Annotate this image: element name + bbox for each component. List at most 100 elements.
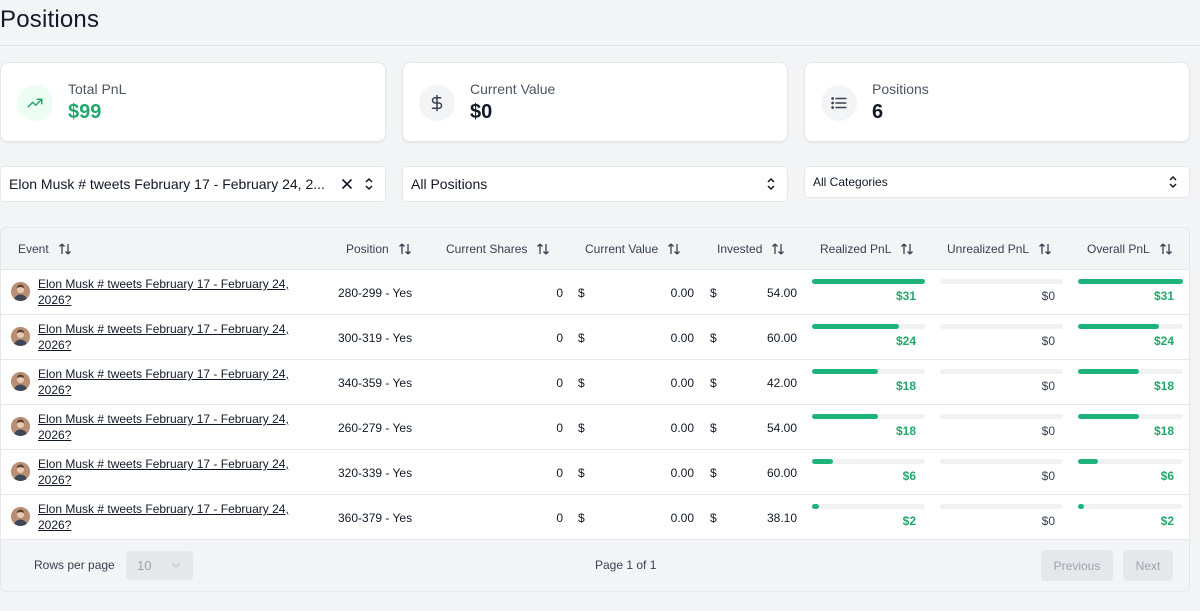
overall-pnl-bar-fill: [1078, 324, 1159, 329]
sort-icon: [537, 243, 550, 255]
column-header-unrealized-pnl[interactable]: Unrealized PnL: [947, 228, 1053, 270]
event-link[interactable]: Elon Musk # tweets February 17 - Februar…: [38, 412, 289, 442]
next-button[interactable]: Next: [1123, 550, 1173, 581]
current-value-value: $0: [470, 101, 493, 123]
rows-per-page-select[interactable]: 10: [126, 551, 193, 580]
event-link[interactable]: Elon Musk # tweets February 17 - Februar…: [38, 322, 289, 352]
clear-icon[interactable]: [341, 178, 353, 190]
unrealized-pnl-bar: [940, 459, 1063, 464]
table-header: Event Position Current Shares Current Va…: [1, 228, 1189, 270]
shares-cell: 0: [556, 465, 563, 480]
column-header-current-shares[interactable]: Current Shares: [446, 228, 551, 270]
shares-cell: 0: [556, 510, 563, 525]
unrealized-pnl-value: $0: [1041, 334, 1055, 348]
realized-pnl-value: $31: [895, 289, 916, 303]
column-header-realized-pnl[interactable]: Realized PnL: [820, 228, 915, 270]
column-label: Event: [18, 242, 49, 256]
column-header-overall-pnl[interactable]: Overall PnL: [1087, 228, 1174, 270]
currency-symbol: $: [710, 510, 717, 525]
sort-icon: [668, 243, 681, 255]
realized-pnl-bar-fill: [812, 324, 899, 329]
invested-cell: 54.00: [766, 285, 797, 300]
current-value-cell: 0.00: [670, 465, 694, 480]
current-value-cell: 0.00: [670, 420, 694, 435]
column-label: Overall PnL: [1087, 242, 1150, 256]
positions-value: 6: [872, 101, 884, 123]
overall-pnl-bar: [1078, 324, 1183, 329]
realized-pnl-value: $18: [895, 424, 916, 438]
page-info: Page 1 of 1: [595, 558, 657, 572]
unrealized-pnl-value: $0: [1041, 379, 1055, 393]
invested-cell: 38.10: [766, 510, 797, 525]
event-avatar: [11, 327, 30, 346]
unrealized-pnl-bar: [940, 279, 1063, 284]
realized-pnl-bar: [812, 324, 925, 329]
overall-pnl-bar: [1078, 504, 1183, 509]
currency-symbol: $: [578, 330, 585, 345]
position-cell: 320-339 - Yes: [338, 465, 413, 480]
realized-pnl-bar: [812, 414, 925, 419]
column-header-current-value[interactable]: Current Value: [585, 228, 682, 270]
column-label: Invested: [717, 242, 763, 256]
invested-cell: 42.00: [766, 375, 797, 390]
unrealized-pnl-value: $0: [1041, 514, 1055, 528]
currency-symbol: $: [578, 465, 585, 480]
column-header-position[interactable]: Position: [346, 228, 413, 270]
position-cell: 360-379 - Yes: [338, 510, 413, 525]
currency-symbol: $: [710, 330, 717, 345]
column-label: Unrealized PnL: [947, 242, 1030, 256]
current-value-cell: 0.00: [670, 285, 694, 300]
shares-cell: 0: [556, 420, 563, 435]
list-icon: [821, 85, 857, 121]
table-row: Elon Musk # tweets February 17 - Februar…: [1, 360, 1189, 405]
currency-symbol: $: [578, 285, 585, 300]
page-title: Positions: [0, 6, 100, 33]
column-label: Position: [346, 242, 389, 256]
column-header-event[interactable]: Event: [18, 228, 73, 270]
event-link[interactable]: Elon Musk # tweets February 17 - Februar…: [38, 502, 289, 532]
positions-filter-value: All Positions: [411, 176, 488, 192]
overall-pnl-value: $31: [1153, 289, 1174, 303]
sort-icon: [1159, 243, 1172, 255]
table-row: Elon Musk # tweets February 17 - Februar…: [1, 450, 1189, 495]
title-divider: [0, 45, 1200, 46]
event-filter-value: Elon Musk # tweets February 17 - Februar…: [9, 176, 325, 192]
total-pnl-label: Total PnL: [68, 81, 127, 97]
event-link[interactable]: Elon Musk # tweets February 17 - Februar…: [38, 457, 289, 487]
column-label: Current Value: [585, 242, 659, 256]
position-cell: 340-359 - Yes: [338, 375, 413, 390]
positions-table: Event Position Current Shares Current Va…: [0, 227, 1190, 592]
table-row: Elon Musk # tweets February 17 - Februar…: [1, 270, 1189, 315]
sort-icon: [58, 243, 71, 255]
chevron-up-down-icon: [767, 177, 775, 191]
event-avatar: [11, 417, 30, 436]
sort-icon: [398, 243, 411, 255]
realized-pnl-bar: [812, 369, 925, 374]
currency-symbol: $: [578, 420, 585, 435]
categories-filter-select[interactable]: All Categories: [804, 166, 1190, 198]
position-cell: 260-279 - Yes: [338, 420, 413, 435]
overall-pnl-value: $18: [1153, 424, 1174, 438]
current-value-card: Current Value $0: [402, 62, 788, 142]
categories-filter-value: All Categories: [813, 175, 888, 189]
position-cell: 280-299 - Yes: [338, 285, 413, 300]
realized-pnl-value: $6: [902, 469, 916, 483]
event-link[interactable]: Elon Musk # tweets February 17 - Februar…: [38, 277, 289, 307]
column-header-invested[interactable]: Invested: [717, 228, 786, 270]
current-value-cell: 0.00: [670, 330, 694, 345]
overall-pnl-bar-fill: [1078, 459, 1098, 464]
realized-pnl-bar: [812, 279, 925, 284]
overall-pnl-bar: [1078, 459, 1183, 464]
position-cell: 300-319 - Yes: [338, 330, 413, 345]
column-label: Realized PnL: [820, 242, 892, 256]
currency-symbol: $: [710, 285, 717, 300]
unrealized-pnl-value: $0: [1041, 289, 1055, 303]
previous-button[interactable]: Previous: [1041, 550, 1113, 581]
sort-icon: [1039, 243, 1052, 255]
event-filter-select[interactable]: Elon Musk # tweets February 17 - Februar…: [0, 166, 386, 202]
invested-cell: 60.00: [766, 465, 797, 480]
unrealized-pnl-bar: [940, 414, 1063, 419]
total-pnl-card: Total PnL $99: [0, 62, 386, 142]
event-link[interactable]: Elon Musk # tweets February 17 - Februar…: [38, 367, 289, 397]
positions-filter-select[interactable]: All Positions: [402, 166, 788, 202]
